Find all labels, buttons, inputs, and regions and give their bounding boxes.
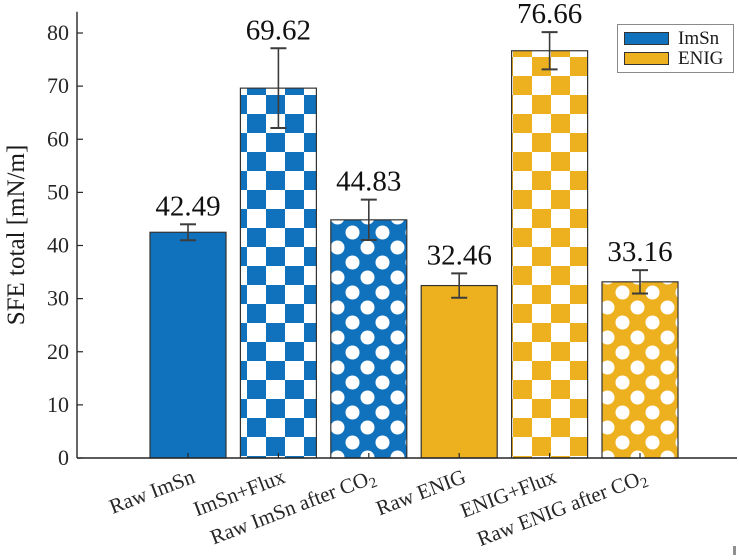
y-tick-label: 80 xyxy=(47,20,69,45)
error-bar xyxy=(451,272,468,299)
legend-swatch-imsn xyxy=(624,31,669,45)
legend-label-imsn: ImSn xyxy=(678,27,720,49)
bar-imsn-flux xyxy=(239,87,317,459)
bar-value-label: 69.62 xyxy=(246,14,311,46)
y-tick-label: 20 xyxy=(47,339,69,364)
y-tick-label: 70 xyxy=(47,73,69,98)
x-tick-label: Raw ENIG xyxy=(373,464,469,520)
error-bar xyxy=(360,198,377,242)
x-tick-label: Raw ImSn xyxy=(106,464,198,519)
bar-value-label: 32.46 xyxy=(427,239,492,271)
bar-value-label: 76.66 xyxy=(517,0,582,30)
legend-item-imsn: ImSn xyxy=(624,29,727,48)
y-tick-label: 50 xyxy=(47,179,69,204)
bar-value-label: 42.49 xyxy=(155,190,220,222)
legend-box: ImSn ENIG xyxy=(617,24,734,73)
error-bar xyxy=(541,31,558,71)
x-tick-label: Raw ImSn after CO2 xyxy=(207,464,380,552)
bar-raw-imsn-after-co2 xyxy=(330,219,408,459)
error-bar xyxy=(180,223,196,242)
bar-value-label: 33.16 xyxy=(607,236,672,268)
legend-item-enig: ENIG xyxy=(624,49,727,68)
y-axis-label: SFE total [mN/m] xyxy=(3,145,30,326)
corner-artifact xyxy=(733,546,736,555)
y-tick-label: 30 xyxy=(47,286,69,311)
bar-raw-imsn xyxy=(149,231,227,459)
bar-enig-flux xyxy=(511,50,589,459)
y-tick-label: 60 xyxy=(47,126,69,151)
bar-value-label: 44.83 xyxy=(336,166,401,198)
error-bar xyxy=(632,269,648,295)
y-tick-label: 0 xyxy=(58,445,69,470)
error-bar xyxy=(270,47,287,129)
bar-raw-enig xyxy=(420,284,498,459)
y-tick-label: 10 xyxy=(47,392,69,417)
y-tick-label: 40 xyxy=(47,233,69,258)
legend-label-enig: ENIG xyxy=(678,48,724,70)
legend-swatch-enig xyxy=(624,52,669,66)
bar-raw-enig-after-co2 xyxy=(601,281,679,459)
